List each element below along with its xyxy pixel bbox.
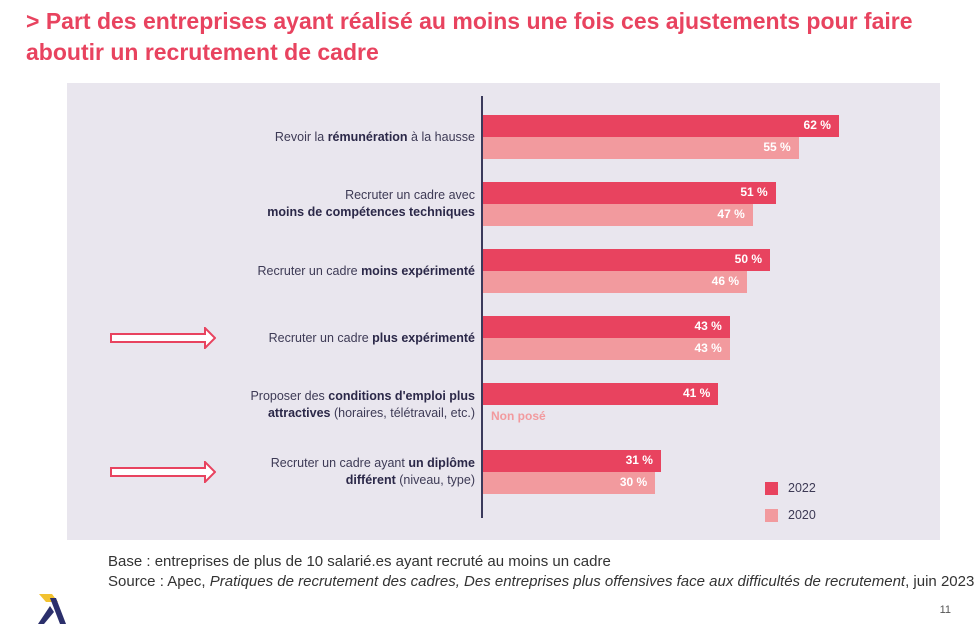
legend-label: 2020 xyxy=(788,508,816,522)
bar-2020: 55 % xyxy=(483,137,799,159)
category-label: Recruter un cadre avec moins de compéten… xyxy=(267,188,475,219)
data-label: 43 % xyxy=(694,319,722,333)
data-label: 31 % xyxy=(625,453,653,467)
data-label: 43 % xyxy=(694,341,722,355)
bar-2022: 31 % xyxy=(483,450,661,472)
legend-label: 2022 xyxy=(788,481,816,495)
data-label: 41 % xyxy=(682,386,711,400)
source-date: , juin 2023 xyxy=(905,572,975,590)
not-asked-label: Non posé xyxy=(491,409,546,423)
highlight-arrow-icon xyxy=(110,461,216,483)
slide-title: > Part des entreprises ayant réalisé au … xyxy=(26,8,913,65)
legend-swatch-2022 xyxy=(765,481,778,495)
source-note: Source : Apec, Pratiques de recrutement … xyxy=(108,572,974,592)
source-title: Pratiques de recrutement des cadres, Des… xyxy=(209,572,906,590)
category-label: Recruter un cadre moins expérimenté xyxy=(257,263,475,278)
bar-2020: 30 % xyxy=(483,472,656,494)
base-note: Base : entreprises de plus de 10 salarié… xyxy=(108,553,611,570)
category-label: Recruter un cadre ayant un diplôme différ… xyxy=(270,456,475,487)
bar-2020: 43 % xyxy=(483,338,730,360)
bar-2022: 51 % xyxy=(483,182,776,204)
legend-2020: 2020 xyxy=(765,508,816,522)
bar-2022: 41 % xyxy=(483,383,719,405)
data-label: 30 % xyxy=(619,475,648,489)
page-number: 11 xyxy=(939,604,951,616)
data-label: 50 % xyxy=(734,252,762,266)
bar-2022: 62 % xyxy=(483,115,839,137)
category-label: Revoir la rémunération à la hausse xyxy=(274,129,475,144)
data-label: 51 % xyxy=(740,185,768,199)
category-label: Recruter un cadre plus expérimenté xyxy=(268,330,475,345)
data-label: 46 % xyxy=(711,274,740,288)
source-prefix: Source : Apec, xyxy=(108,572,210,590)
highlight-arrow-icon xyxy=(110,327,216,349)
apec-logo-icon xyxy=(38,594,66,624)
bar-2022: 50 % xyxy=(483,249,770,271)
category-label: Proposer des conditions d'emploi plus att… xyxy=(250,389,475,420)
footnotes: Base : entreprises de plus de 10 salarié… xyxy=(108,552,974,591)
bar-2020: 47 % xyxy=(483,204,753,226)
legend-2022: 2022 xyxy=(765,481,816,495)
data-label: 47 % xyxy=(717,207,745,221)
bar-2022: 43 % xyxy=(483,316,730,338)
data-label: 62 % xyxy=(803,118,831,132)
bar-2020: 46 % xyxy=(483,271,748,293)
legend-swatch-2020 xyxy=(765,508,778,522)
data-label: 55 % xyxy=(763,140,791,154)
y-axis-line xyxy=(481,96,483,518)
